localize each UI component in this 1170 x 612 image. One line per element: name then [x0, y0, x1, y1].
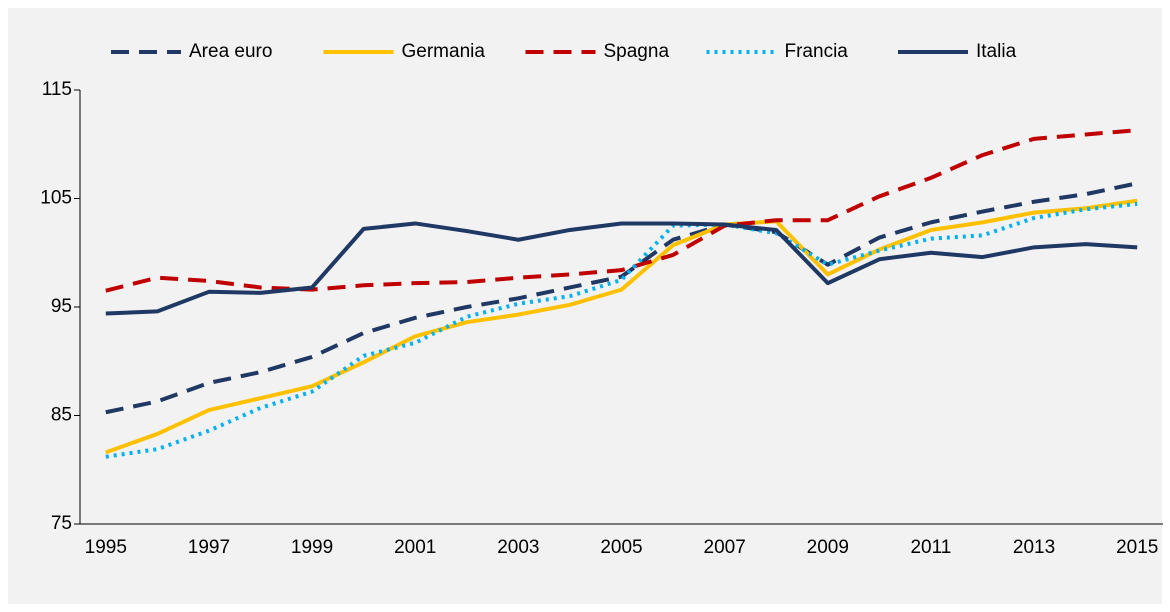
y-tick-label: 95 — [51, 296, 72, 317]
series-line — [105, 128, 1138, 293]
series-line — [105, 198, 1138, 455]
x-tick-label: 2001 — [394, 537, 436, 558]
legend-label: Francia — [785, 41, 849, 62]
series-line — [105, 201, 1138, 459]
legend-label: Area euro — [189, 41, 272, 62]
chart-background — [8, 8, 1162, 604]
x-tick-label: 2015 — [1116, 537, 1158, 558]
series-line — [105, 221, 1138, 316]
x-tick-label: 2009 — [807, 537, 849, 558]
x-tick-label: 1997 — [188, 537, 230, 558]
legend-label: Italia — [976, 41, 1017, 62]
x-tick-label: 2013 — [1013, 537, 1055, 558]
x-tick-label: 1995 — [85, 537, 127, 558]
legend-label: Spagna — [604, 41, 670, 62]
x-tick-label: 2011 — [910, 537, 951, 558]
y-tick-label: 75 — [51, 513, 72, 534]
legend-label: Germania — [402, 41, 486, 62]
x-tick-label: 2005 — [600, 537, 642, 558]
y-tick-label: 115 — [42, 79, 72, 100]
series-line — [105, 181, 1138, 415]
x-tick-label: 2003 — [497, 537, 539, 558]
y-tick-label: 105 — [40, 188, 72, 209]
x-tick-label: 1999 — [291, 537, 333, 558]
y-tick-label: 85 — [51, 405, 72, 426]
x-tick-label: 2007 — [704, 537, 746, 558]
